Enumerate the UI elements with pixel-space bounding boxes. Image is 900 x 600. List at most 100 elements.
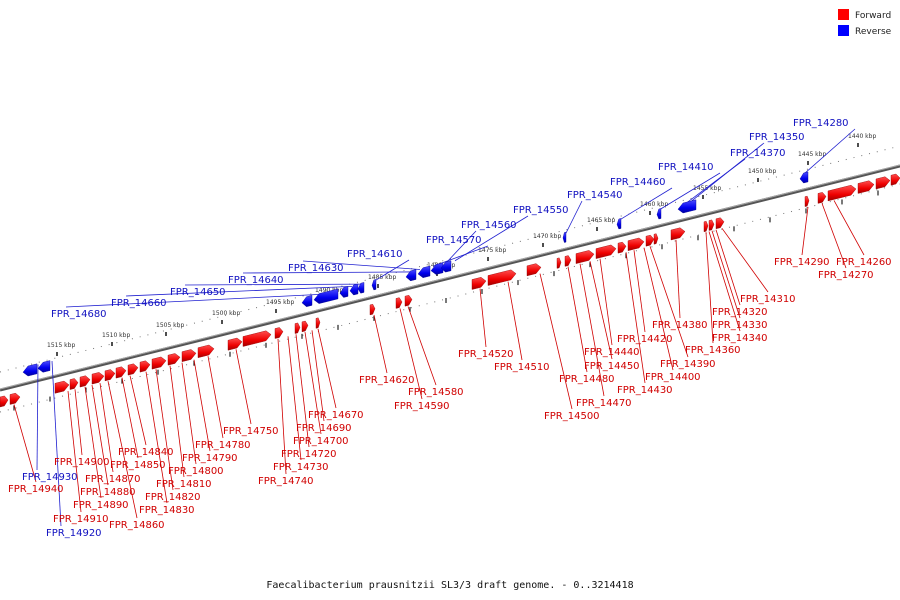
gene-label-reverse[interactable]: FPR_14610 — [347, 249, 403, 260]
gene-label-forward[interactable]: FPR_14270 — [818, 270, 874, 281]
reverse-gene-arrow[interactable] — [405, 269, 417, 282]
gene-label-forward[interactable]: FPR_14620 — [359, 375, 415, 386]
forward-gene-arrow[interactable] — [526, 263, 542, 277]
gene-label-reverse[interactable]: FPR_14660 — [111, 298, 167, 309]
gene-label-forward[interactable]: FPR_14580 — [408, 387, 464, 398]
gene-label-reverse[interactable]: FPR_14350 — [749, 132, 805, 143]
forward-gene-arrow[interactable] — [875, 176, 891, 190]
forward-gene-arrow[interactable] — [227, 337, 243, 351]
forward-gene-arrow[interactable] — [115, 366, 127, 379]
gene-label-reverse[interactable]: FPR_14460 — [610, 177, 666, 188]
gene-label-reverse[interactable]: FPR_14930 — [22, 472, 78, 483]
forward-gene-arrow[interactable] — [857, 180, 875, 194]
gene-label-forward[interactable]: FPR_14330 — [712, 320, 768, 331]
forward-gene-arrow[interactable] — [595, 244, 617, 259]
gene-label-forward[interactable]: FPR_14780 — [195, 440, 251, 451]
forward-gene-arrow[interactable] — [315, 317, 321, 329]
reverse-gene-arrow[interactable] — [37, 360, 51, 373]
forward-gene-arrow[interactable] — [369, 303, 376, 316]
forward-gene-arrow[interactable] — [54, 380, 70, 394]
forward-gene-arrow[interactable] — [653, 233, 659, 245]
forward-gene-arrow[interactable] — [197, 344, 215, 358]
reverse-gene-arrow[interactable] — [22, 363, 38, 377]
reverse-gene-arrow[interactable] — [440, 260, 452, 273]
forward-gene-arrow[interactable] — [703, 220, 709, 233]
gene-label-reverse[interactable]: FPR_14280 — [793, 118, 849, 129]
forward-gene-arrow[interactable] — [294, 322, 301, 334]
reverse-gene-arrow[interactable] — [677, 199, 697, 214]
gene-label-forward[interactable]: FPR_14800 — [168, 466, 224, 477]
forward-gene-arrow[interactable] — [404, 295, 413, 307]
forward-gene-arrow[interactable] — [127, 363, 139, 376]
gene-label-reverse[interactable]: FPR_14630 — [288, 263, 344, 274]
forward-gene-arrow[interactable] — [627, 237, 645, 251]
gene-label-forward[interactable]: FPR_14880 — [80, 487, 136, 498]
gene-label-reverse[interactable]: FPR_14560 — [461, 220, 517, 231]
gene-label-forward[interactable]: FPR_14480 — [559, 374, 615, 385]
reverse-gene-arrow[interactable] — [349, 283, 359, 296]
gene-label-forward[interactable]: FPR_14320 — [712, 307, 768, 318]
forward-gene-arrow[interactable] — [890, 173, 900, 186]
forward-gene-arrow[interactable] — [715, 217, 725, 230]
gene-label-forward[interactable]: FPR_14850 — [110, 460, 166, 471]
forward-gene-arrow[interactable] — [151, 356, 167, 370]
forward-gene-arrow[interactable] — [242, 330, 272, 347]
gene-label-forward[interactable]: FPR_14340 — [712, 333, 768, 344]
gene-label-forward[interactable]: FPR_14390 — [660, 359, 716, 370]
gene-label-forward[interactable]: FPR_14720 — [281, 449, 337, 460]
reverse-gene-arrow[interactable] — [430, 262, 444, 275]
gene-label-forward[interactable]: FPR_14380 — [652, 320, 708, 331]
forward-gene-arrow[interactable] — [395, 297, 403, 309]
gene-label-forward[interactable]: FPR_14790 — [182, 453, 238, 464]
forward-gene-arrow[interactable] — [0, 395, 9, 408]
forward-gene-arrow[interactable] — [69, 378, 79, 390]
forward-gene-arrow[interactable] — [79, 375, 91, 388]
forward-gene-arrow[interactable] — [575, 250, 595, 264]
gene-label-reverse[interactable]: FPR_14410 — [658, 162, 714, 173]
gene-label-reverse[interactable]: FPR_14640 — [228, 275, 284, 286]
gene-label-forward[interactable]: FPR_14430 — [617, 385, 673, 396]
gene-label-forward[interactable]: FPR_14740 — [258, 476, 314, 487]
reverse-gene-arrow[interactable] — [799, 171, 809, 184]
gene-label-forward[interactable]: FPR_14500 — [544, 411, 600, 422]
forward-gene-arrow[interactable] — [104, 369, 116, 382]
reverse-gene-arrow[interactable] — [656, 208, 662, 220]
gene-label-forward[interactable]: FPR_14810 — [156, 479, 212, 490]
gene-label-forward[interactable]: FPR_14670 — [308, 410, 364, 421]
gene-label-forward[interactable]: FPR_14940 — [8, 484, 64, 495]
reverse-gene-arrow[interactable] — [339, 286, 349, 298]
gene-label-reverse[interactable]: FPR_14680 — [51, 309, 107, 320]
gene-label-reverse[interactable]: FPR_14370 — [730, 148, 786, 159]
gene-label-forward[interactable]: FPR_14440 — [584, 347, 640, 358]
gene-label-forward[interactable]: FPR_14470 — [576, 398, 632, 409]
gene-label-forward[interactable]: FPR_14870 — [85, 474, 141, 485]
gene-label-forward[interactable]: FPR_14450 — [584, 361, 640, 372]
gene-label-reverse[interactable]: FPR_14920 — [46, 528, 102, 539]
gene-label-forward[interactable]: FPR_14750 — [223, 426, 279, 437]
forward-gene-arrow[interactable] — [645, 234, 655, 247]
forward-gene-arrow[interactable] — [817, 192, 827, 204]
forward-gene-arrow[interactable] — [91, 372, 105, 385]
gene-label-forward[interactable]: FPR_14400 — [645, 372, 701, 383]
gene-label-forward[interactable]: FPR_14840 — [118, 447, 174, 458]
gene-label-forward[interactable]: FPR_14310 — [740, 294, 796, 305]
forward-gene-arrow[interactable] — [274, 327, 284, 339]
forward-gene-arrow[interactable] — [670, 227, 686, 241]
reverse-gene-arrow[interactable] — [301, 295, 313, 307]
gene-label-forward[interactable]: FPR_14690 — [296, 423, 352, 434]
gene-label-forward[interactable]: FPR_14520 — [458, 349, 514, 360]
forward-gene-arrow[interactable] — [564, 255, 572, 267]
gene-label-forward[interactable]: FPR_14730 — [273, 462, 329, 473]
forward-gene-arrow[interactable] — [617, 241, 627, 254]
forward-gene-arrow[interactable] — [708, 219, 715, 231]
forward-gene-arrow[interactable] — [827, 184, 857, 202]
gene-label-reverse[interactable]: FPR_14650 — [170, 287, 226, 298]
reverse-gene-arrow[interactable] — [371, 279, 377, 291]
forward-gene-arrow[interactable] — [804, 195, 810, 207]
forward-gene-arrow[interactable] — [556, 257, 562, 269]
reverse-gene-arrow[interactable] — [562, 231, 567, 243]
gene-label-reverse[interactable]: FPR_14540 — [567, 190, 623, 201]
gene-label-forward[interactable]: FPR_14700 — [293, 436, 349, 447]
reverse-gene-arrow[interactable] — [616, 218, 622, 230]
forward-gene-arrow[interactable] — [9, 392, 21, 405]
